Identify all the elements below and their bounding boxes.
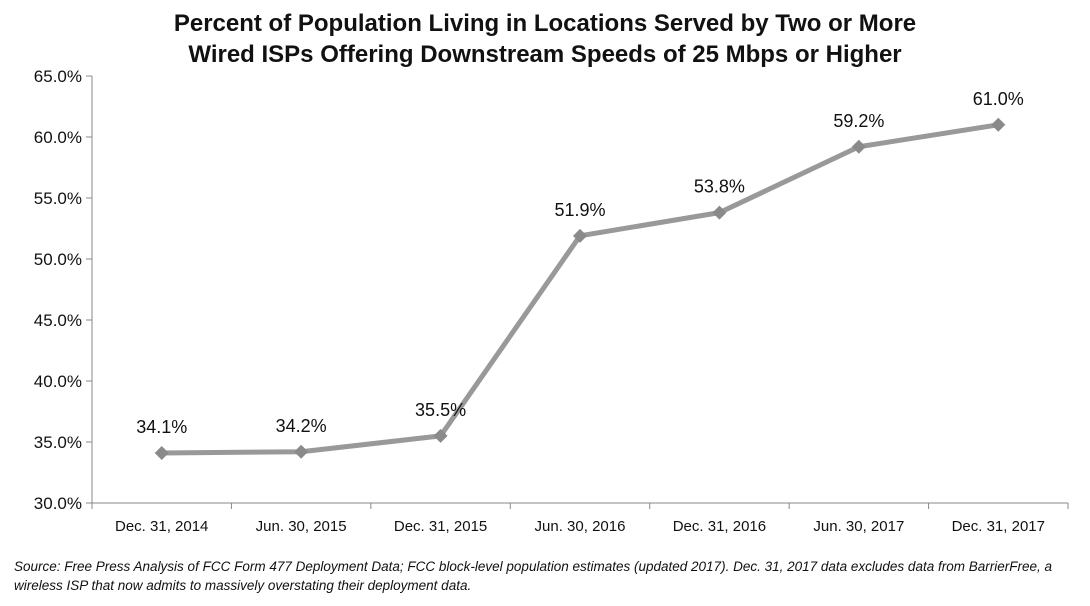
series-line xyxy=(159,122,1001,456)
y-tick-label: 65.0% xyxy=(34,67,82,86)
data-point-marker xyxy=(991,117,1006,132)
source-note: Source: Free Press Analysis of FCC Form … xyxy=(14,559,1052,593)
x-tick-label: Jun. 30, 2015 xyxy=(256,518,347,535)
x-axis: Dec. 31, 2014 Jun. 30, 2015 Dec. 31, 2015 J… xyxy=(91,502,1069,535)
data-label: 61.0% xyxy=(973,89,1024,109)
y-tick-label: 60.0% xyxy=(34,128,82,147)
x-tick-label: Dec. 31, 2016 xyxy=(673,518,766,535)
data-label: 34.2% xyxy=(276,416,327,436)
x-tick-label: Jun. 30, 2017 xyxy=(813,518,904,535)
data-label: 59.2% xyxy=(833,111,884,131)
chart-title-line-1: Percent of Population Living in Location… xyxy=(173,10,917,37)
y-tick-label: 55.0% xyxy=(34,189,82,208)
chart-title: Percent of Population Living in Location… xyxy=(0,8,1090,70)
data-label: 34.1% xyxy=(136,417,187,437)
data-labels: 34.1% 34.2% 35.5% 51.9% 53.8% 59.2% 61.0% xyxy=(136,89,1024,437)
data-label: 35.5% xyxy=(415,400,466,420)
y-tick-label: 35.0% xyxy=(34,433,82,452)
y-tick-label: 45.0% xyxy=(34,311,82,330)
x-tick-label: Dec. 31, 2015 xyxy=(394,518,487,535)
y-tick-label: 50.0% xyxy=(34,250,82,269)
data-label: 51.9% xyxy=(554,200,605,220)
data-label: 53.8% xyxy=(694,177,745,197)
data-point-marker xyxy=(433,428,448,443)
x-tick-label: Dec. 31, 2014 xyxy=(115,518,208,535)
data-point-marker xyxy=(851,139,866,154)
series-percent-population xyxy=(154,117,1006,460)
y-tick-label: 40.0% xyxy=(34,372,82,391)
data-point-marker xyxy=(573,228,587,243)
chart-title-line-2: Wired ISPs Offering Downstream Speeds of… xyxy=(188,41,902,68)
data-point-marker xyxy=(154,445,169,460)
data-point-marker xyxy=(294,444,309,459)
data-point-marker xyxy=(712,205,727,220)
x-tick-label: Dec. 31, 2017 xyxy=(952,518,1045,535)
y-axis: 30.0% 35.0% 40.0% 45.0% 50.0% 55.0% 60.0% 65.0% xyxy=(34,67,93,513)
x-tick-label: Jun. 30, 2016 xyxy=(535,518,626,535)
y-tick-label: 30.0% xyxy=(34,494,82,513)
